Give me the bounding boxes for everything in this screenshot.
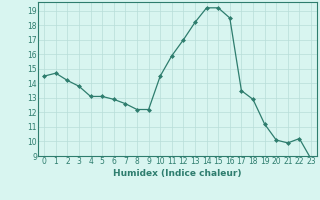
X-axis label: Humidex (Indice chaleur): Humidex (Indice chaleur): [113, 169, 242, 178]
